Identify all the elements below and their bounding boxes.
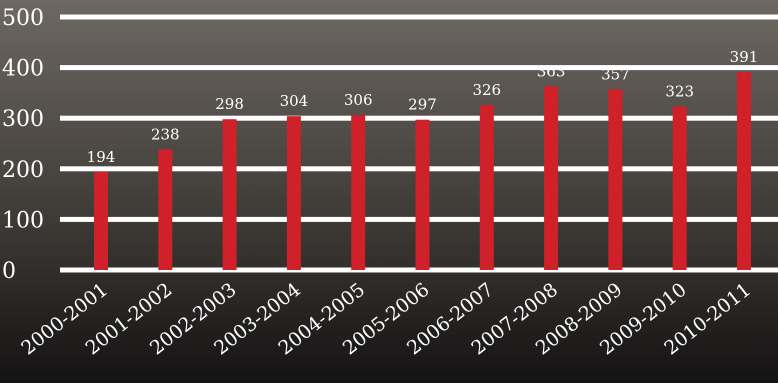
data-label: 357 (601, 65, 630, 83)
data-label: 326 (472, 81, 501, 99)
bar-2000-2001 (94, 171, 108, 270)
bar-2008-2009 (608, 89, 623, 270)
data-label: 238 (151, 126, 180, 144)
data-label: 304 (280, 92, 309, 110)
gridline-400 (60, 65, 778, 71)
y-tick-label: 0 (2, 259, 16, 284)
y-tick-label: 500 (2, 6, 44, 31)
data-labels: 194 238 298 304 306 297 326 363 357 323 391 (87, 48, 759, 166)
bar-2010-2011 (737, 72, 751, 271)
bar-2006-2007 (479, 105, 494, 270)
gridline-300 (60, 115, 778, 121)
bar-2002-2003 (222, 119, 237, 270)
y-axis-ticks: 0 100 200 300 400 500 (2, 6, 44, 284)
data-label: 297 (408, 96, 437, 114)
bar-2009-2010 (672, 106, 687, 270)
data-label: 194 (87, 148, 116, 166)
y-tick-label: 400 (2, 57, 44, 82)
data-label: 391 (730, 48, 759, 66)
y-tick-label: 200 (2, 158, 44, 183)
bar-2003-2004 (286, 116, 301, 271)
y-tick-label: 100 (2, 208, 44, 233)
bar-2007-2008 (544, 86, 559, 271)
data-label: 306 (344, 91, 373, 109)
bar-2001-2002 (158, 149, 173, 270)
data-label: 323 (665, 83, 694, 101)
data-label: 363 (537, 62, 566, 80)
gridline-500 (60, 14, 778, 20)
bar-2004-2005 (351, 115, 366, 270)
bars (94, 72, 751, 271)
y-tick-label: 300 (2, 107, 44, 132)
data-label: 298 (215, 95, 244, 113)
bar-2005-2006 (415, 119, 430, 270)
